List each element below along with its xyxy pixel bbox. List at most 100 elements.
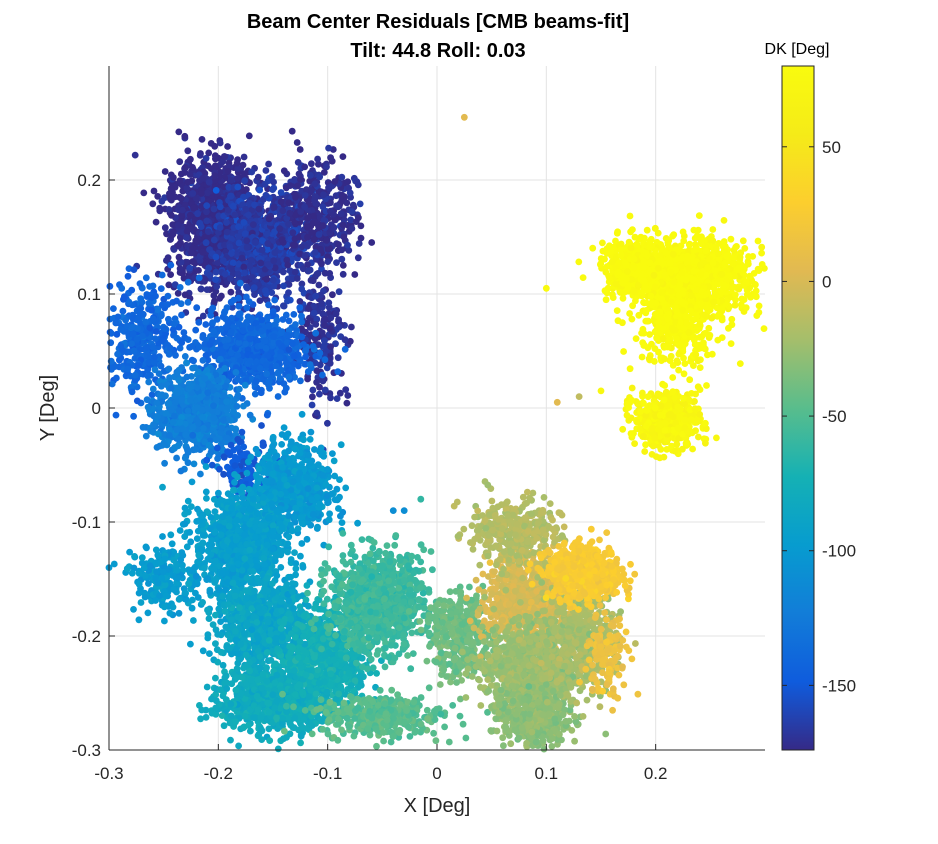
scatter-point [194,210,202,218]
scatter-point [246,411,254,419]
scatter-point [277,198,285,206]
scatter-point [325,516,333,524]
scatter-point [204,189,211,197]
scatter-point [285,199,293,207]
scatter-point [314,155,321,163]
scatter-point [114,350,121,358]
scatter-point [188,249,195,257]
scatter-point [296,304,304,312]
scatter-point [110,305,117,312]
scatter-point [112,411,120,419]
scatter-point [323,492,331,500]
scatter-point [279,207,287,215]
scatter-point [153,399,161,407]
scatter-point [164,301,172,308]
scatter-point [180,329,188,336]
scatter-point [285,317,293,325]
scatter-point [222,342,230,350]
scatter-point [189,431,197,439]
scatter-point [197,190,205,197]
scatter-point [324,258,332,265]
scatter-point [186,416,194,424]
scatter-point [175,253,183,261]
scatter-point [174,442,182,450]
scatter-point [169,418,177,426]
scatter-point [240,443,248,451]
scatter-point [308,401,316,409]
scatter-point [348,208,356,215]
scatter-point [189,164,196,171]
scatter-point [241,381,249,389]
scatter-point [315,281,323,289]
scatter-point [308,187,315,195]
scatter-point [324,466,331,473]
scatter-point [265,461,273,468]
scatter-point [297,208,305,216]
scatter-point [130,412,138,420]
scatter-point [166,344,174,352]
scatter-point [263,411,271,419]
scatter-point [342,484,350,492]
scatter-point [157,285,165,292]
scatter-point [331,178,339,185]
scatter-point [162,410,170,417]
scatter-point [228,265,235,273]
scatter-point [165,315,172,323]
scatter-point [242,205,250,213]
scatter-point [341,336,349,344]
scatter-point [296,449,304,457]
scatter-point [165,206,173,213]
scatter-point [284,430,292,438]
scatter-point [198,136,206,143]
scatter-point [217,355,224,363]
scatter-point [276,225,284,233]
scatter-point [288,366,296,373]
scatter-point [154,412,161,420]
scatter-point [305,214,312,221]
scatter-point [193,384,201,391]
scatter-point [199,413,207,421]
scatter-point [315,231,323,238]
scatter-point [227,328,235,336]
scatter-point [177,170,185,178]
scatter-point [128,388,136,396]
scatter-point [158,312,165,319]
scatter-point [318,260,325,268]
scatter-point [354,519,361,527]
scatter-point [309,343,317,350]
scatter-point [130,266,138,273]
scatter-point [174,221,182,229]
scatter-point [218,404,225,411]
scatter-point [335,505,342,512]
scatter-point [168,212,175,219]
scatter-point [309,393,316,401]
scatter-point [192,446,200,453]
scatter-point [329,291,336,299]
scatter-point [167,384,175,392]
scatter-point [254,450,262,458]
scatter-point [327,343,334,350]
scatter-point [226,243,234,251]
scatter-point [196,152,204,159]
scatter-point [213,283,221,290]
scatter-point [223,434,231,442]
scatter-point [227,192,235,200]
scatter-point [294,362,302,370]
scatter-point [264,352,272,360]
scatter-point [206,271,214,279]
scatter-point [175,377,183,384]
scatter-point [173,297,181,305]
scatter-point [295,170,303,178]
scatter-point [306,459,314,467]
scatter-point [158,197,166,205]
scatter-point [208,461,216,469]
scatter-point [326,270,334,277]
scatter-point [214,455,222,462]
scatter-point [212,396,220,404]
scatter-point [326,510,333,518]
scatter-point [338,191,346,199]
scatter-point [313,409,321,417]
scatter-point [177,467,185,475]
scatter-point [106,282,114,290]
scatter-point [302,353,309,361]
